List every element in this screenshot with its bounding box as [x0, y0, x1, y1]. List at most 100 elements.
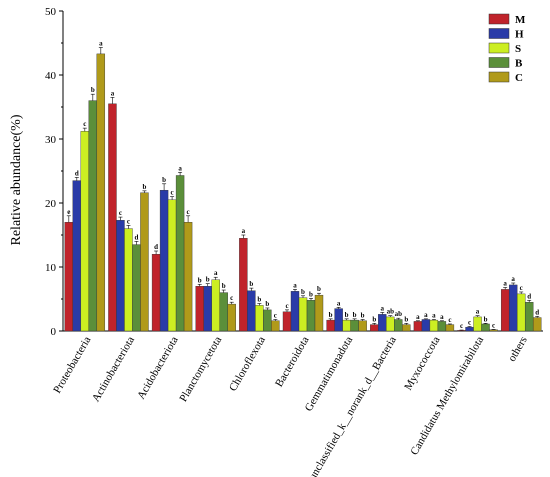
- significance-letter: b: [143, 183, 147, 191]
- bar-C-1: [140, 192, 149, 332]
- significance-letter: b: [309, 290, 313, 298]
- bar-B-8: [437, 321, 447, 332]
- legend-label-C: C: [515, 72, 523, 84]
- category-label: Planctomycetota: [177, 334, 224, 404]
- bar-S-9: [473, 316, 482, 332]
- significance-letter: c: [83, 120, 86, 128]
- bar-S-3: [211, 279, 220, 332]
- significance-letter: d: [527, 292, 531, 300]
- significance-letter: c: [460, 322, 463, 330]
- significance-letter: a: [111, 89, 115, 97]
- bar-B-3: [219, 292, 228, 332]
- significance-letter: b: [484, 315, 488, 323]
- significance-letter: b: [222, 282, 226, 290]
- significance-letter: c: [285, 302, 288, 310]
- bar-S-6: [342, 319, 351, 332]
- significance-letter: b: [206, 276, 210, 284]
- significance-letter: c: [127, 217, 130, 225]
- significance-letter: a: [214, 269, 218, 277]
- legend-label-M: M: [515, 14, 526, 26]
- significance-letter: b: [301, 288, 305, 296]
- bar-M-5: [282, 311, 292, 332]
- bar-S-1: [124, 228, 133, 332]
- bar-H-3: [203, 286, 212, 332]
- category-label: Gemmatimonadota: [303, 334, 356, 413]
- bar-S-4: [255, 305, 264, 332]
- category-label: Myxococcota: [402, 334, 442, 392]
- significance-letter: b: [404, 315, 408, 323]
- significance-letter: a: [293, 281, 297, 289]
- bar-S-0: [80, 131, 90, 332]
- y-tick-label: 20: [45, 198, 57, 210]
- bar-M-4: [239, 237, 248, 332]
- category-label: Candidatus Methylomirabilota: [408, 334, 486, 457]
- bar-M-2: [151, 253, 161, 332]
- bar-H-4: [247, 290, 256, 332]
- significance-letter: ab: [395, 310, 403, 318]
- legend-swatch-C: [488, 71, 510, 83]
- significance-letter: d: [154, 243, 158, 251]
- significance-letter: d: [535, 308, 539, 316]
- significance-letter: c: [187, 208, 190, 216]
- bar-H-9: [465, 326, 474, 332]
- bar-B-2: [175, 175, 185, 332]
- bar-C-3: [227, 303, 236, 332]
- bar-M-1: [108, 103, 117, 332]
- bar-S-2: [167, 199, 177, 332]
- y-tick-label: 40: [45, 70, 57, 82]
- bar-B-1: [132, 244, 141, 332]
- bar-S-7: [386, 316, 395, 332]
- bar-H-2: [159, 189, 169, 332]
- significance-letter: a: [242, 227, 246, 235]
- bar-H-1: [116, 220, 125, 332]
- significance-letter: d: [75, 169, 79, 177]
- bar-M-3: [195, 286, 204, 332]
- significance-letter: a: [99, 39, 103, 47]
- significance-letter: c: [520, 284, 523, 292]
- significance-letter: ab: [387, 308, 395, 316]
- bar-M-7: [370, 324, 379, 332]
- bar-M-0: [64, 221, 74, 332]
- bar-C-10: [532, 317, 542, 332]
- significance-letter: a: [440, 313, 444, 321]
- significance-letter: a: [416, 313, 420, 321]
- bar-C-2: [183, 221, 193, 332]
- bar-C-9: [489, 329, 498, 332]
- legend-label-B: B: [515, 58, 523, 70]
- significance-letter: c: [492, 321, 495, 329]
- category-label: Actinobacteriota: [90, 334, 137, 404]
- significance-letter: e: [67, 208, 70, 216]
- significance-letter: b: [317, 285, 321, 293]
- y-tick-label: 50: [45, 6, 57, 18]
- significance-letter: a: [476, 308, 480, 316]
- significance-letter: d: [135, 233, 139, 241]
- y-tick-label: 10: [45, 262, 57, 274]
- significance-letter: b: [345, 311, 349, 319]
- bar-S-5: [298, 297, 308, 332]
- significance-letter: b: [162, 176, 166, 184]
- legend-swatch-M: [488, 13, 510, 25]
- significance-letter: c: [230, 294, 233, 302]
- bar-H-8: [421, 319, 431, 332]
- bar-B-10: [524, 302, 534, 332]
- significance-letter: a: [432, 311, 436, 319]
- bar-B-4: [263, 309, 272, 332]
- significance-letter: a: [511, 275, 515, 283]
- significance-letter: b: [249, 280, 253, 288]
- category-label: Bacteroidota: [273, 334, 312, 389]
- bar-B-6: [350, 319, 359, 332]
- bar-B-9: [481, 323, 490, 332]
- significance-letter: c: [274, 311, 277, 319]
- legend-swatch-H: [488, 28, 510, 39]
- bar-H-0: [72, 180, 82, 332]
- bar-H-10: [508, 284, 518, 332]
- category-label: Chloroflexota: [227, 334, 268, 393]
- y-tick-label: 30: [45, 134, 57, 146]
- category-label: Proteobacteria: [51, 334, 93, 395]
- bar-C-4: [271, 320, 280, 332]
- bar-H-6: [334, 308, 343, 332]
- bar-B-7: [394, 319, 403, 332]
- significance-letter: b: [198, 276, 202, 284]
- bar-M-9: [457, 330, 466, 332]
